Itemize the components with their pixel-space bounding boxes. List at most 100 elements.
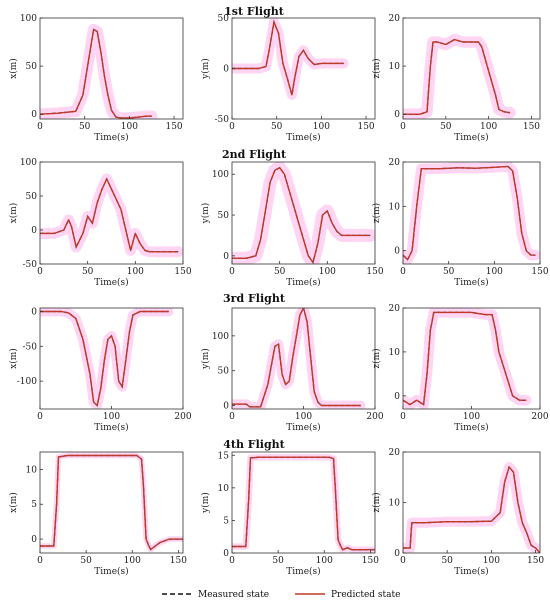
flight-title-1: 1st Flight — [224, 5, 285, 18]
y-axis-label: z(m) — [371, 348, 382, 368]
axes-box — [39, 451, 184, 554]
y-axis-label: z(m) — [371, 203, 382, 223]
x-tick-label: 150 — [170, 556, 187, 566]
x-tick-label: 0 — [37, 556, 43, 566]
subplot-3-1: 0 100 200 -100 -50 0 Time(s) x(m) — [8, 307, 192, 433]
y-axis-label: z(m) — [371, 492, 382, 512]
predicted-state-line — [232, 456, 375, 551]
measured-state-line — [232, 456, 375, 551]
y-tick-label: 0 — [223, 65, 229, 75]
x-tick-label: 0 — [229, 556, 235, 566]
prediction-band — [232, 453, 375, 553]
x-axis-label: Time(s) — [286, 422, 320, 433]
y-axis-label: x(m) — [8, 203, 19, 224]
x-tick-label: 150 — [165, 122, 182, 132]
x-tick-label: 100 — [295, 412, 312, 422]
x-tick-label: 50 — [274, 267, 286, 277]
axes-box — [402, 17, 541, 120]
x-tick-label: 150 — [357, 122, 374, 132]
axes-box — [231, 451, 376, 554]
prediction-band — [232, 18, 349, 100]
y-tick-label: 10 — [389, 62, 401, 72]
y-axis-label: x(m) — [8, 492, 19, 513]
predicted-state-line — [40, 28, 152, 119]
x-tick-label: 200 — [174, 412, 191, 422]
predicted-state-line — [403, 466, 540, 553]
x-tick-label: 50 — [440, 122, 452, 132]
subplot-3-3: 0 100 200 0 10 20 Time(s) z(m) — [371, 304, 549, 433]
y-tick-label: 0 — [31, 307, 37, 317]
y-tick-label: 0 — [223, 402, 229, 412]
x-tick-label: 0 — [229, 267, 235, 277]
predicted-state-line — [232, 21, 344, 96]
y-tick-label: 10 — [389, 202, 401, 212]
y-tick-label: 10 — [218, 484, 230, 494]
prediction-band — [40, 452, 183, 553]
x-tick-label: 150 — [523, 122, 540, 132]
y-tick-label: -50 — [23, 342, 38, 352]
predicted-state-line — [40, 310, 169, 407]
x-tick-label: 150 — [362, 556, 379, 566]
subplot-4-1: 0 50 100 150 0 5 10 Time(s) x(m) — [8, 451, 187, 577]
predicted-state-line — [403, 165, 536, 261]
predicted-state-line — [232, 308, 361, 408]
x-tick-label: 100 — [127, 267, 144, 277]
x-tick-label: 100 — [480, 122, 497, 132]
y-tick-label: 5 — [223, 516, 229, 526]
x-axis-label: Time(s) — [286, 277, 320, 288]
x-tick-label: 0 — [37, 412, 43, 422]
y-axis-label: x(m) — [8, 348, 19, 369]
flight-title-4: 4th Flight — [223, 438, 285, 451]
y-tick-label: 0 — [394, 392, 400, 402]
x-tick-label: 50 — [441, 556, 453, 566]
x-tick-label: 100 — [121, 122, 138, 132]
predicted-state-line — [40, 178, 179, 253]
x-axis-label: Time(s) — [94, 566, 128, 577]
y-tick-label: 50 — [26, 192, 38, 202]
x-tick-label: 0 — [400, 267, 406, 277]
x-tick-label: 50 — [271, 122, 283, 132]
y-tick-label: 100 — [20, 14, 37, 24]
y-tick-label: 20 — [389, 14, 401, 24]
y-tick-label: 20 — [389, 448, 401, 458]
prediction-band — [403, 308, 532, 409]
y-tick-label: 20 — [389, 304, 401, 314]
y-tick-label: 50 — [218, 367, 230, 377]
y-tick-label: 0 — [31, 226, 37, 236]
axes-box — [231, 161, 376, 265]
x-tick-label: 50 — [82, 267, 94, 277]
x-axis-label: Time(s) — [286, 566, 320, 577]
predicted-state-line — [403, 311, 527, 406]
x-tick-label: 0 — [37, 267, 43, 277]
y-tick-label: 0 — [223, 252, 229, 262]
y-tick-label: 50 — [26, 62, 38, 72]
x-tick-label: 50 — [443, 267, 455, 277]
prediction-band — [403, 162, 540, 264]
prediction-band — [40, 23, 158, 119]
y-tick-label: 50 — [218, 211, 230, 221]
y-tick-label: 20 — [389, 158, 401, 168]
y-tick-label: 0 — [394, 549, 400, 559]
y-axis-label: y(m) — [200, 203, 211, 225]
y-axis-label: y(m) — [200, 492, 211, 514]
subplot-4-3: 0 50 100 150 0 10 20 Time(s) z(m) — [371, 448, 544, 577]
y-tick-label: 10 — [389, 499, 401, 509]
x-tick-label: 0 — [400, 122, 406, 132]
x-tick-label: 50 — [79, 122, 91, 132]
measured-state-line — [40, 454, 183, 551]
x-tick-label: 100 — [313, 122, 330, 132]
predicted-state-line — [40, 454, 183, 551]
y-tick-label: 100 — [20, 158, 37, 168]
legend-predicted-label: Predicted state — [331, 590, 400, 600]
x-tick-label: 50 — [272, 556, 284, 566]
y-tick-label: 0 — [394, 110, 400, 120]
x-tick-label: 100 — [124, 556, 141, 566]
y-tick-label: 0 — [223, 549, 229, 559]
y-axis-label: y(m) — [200, 348, 211, 370]
